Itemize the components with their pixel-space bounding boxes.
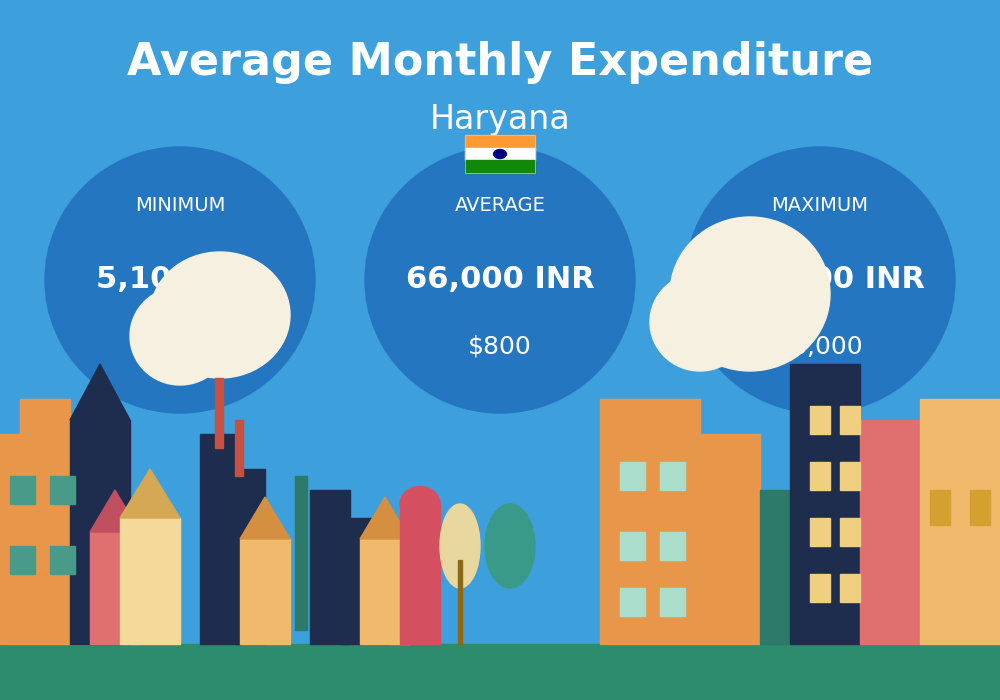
Bar bbox=[120, 518, 180, 644]
Text: MAXIMUM: MAXIMUM bbox=[772, 196, 868, 215]
Polygon shape bbox=[240, 497, 290, 539]
Bar bbox=[20, 399, 70, 434]
Bar bbox=[970, 490, 990, 525]
Text: 66,000 INR: 66,000 INR bbox=[406, 265, 594, 295]
Bar bbox=[360, 539, 410, 644]
Bar bbox=[660, 462, 685, 490]
Bar bbox=[810, 574, 830, 602]
Bar bbox=[465, 148, 535, 160]
Ellipse shape bbox=[400, 486, 440, 522]
Ellipse shape bbox=[45, 147, 315, 413]
Polygon shape bbox=[360, 497, 410, 539]
Text: 660,000 INR: 660,000 INR bbox=[715, 265, 925, 295]
Bar bbox=[70, 420, 130, 644]
Bar bbox=[620, 588, 645, 616]
Bar bbox=[400, 504, 440, 644]
Bar bbox=[920, 399, 1000, 644]
Bar bbox=[790, 364, 860, 644]
Ellipse shape bbox=[670, 217, 830, 371]
Bar bbox=[340, 518, 390, 644]
Text: 5,100 INR: 5,100 INR bbox=[96, 265, 264, 295]
Bar bbox=[235, 420, 243, 476]
Bar bbox=[235, 469, 265, 644]
Bar bbox=[660, 588, 685, 616]
Bar bbox=[700, 434, 760, 644]
Bar bbox=[50, 476, 75, 504]
Bar bbox=[660, 532, 685, 560]
Bar bbox=[840, 462, 860, 490]
Bar bbox=[90, 532, 140, 644]
Text: $8,000: $8,000 bbox=[776, 335, 864, 358]
Ellipse shape bbox=[440, 504, 480, 588]
Text: Average Monthly Expenditure: Average Monthly Expenditure bbox=[127, 41, 873, 85]
Bar bbox=[215, 378, 223, 448]
Ellipse shape bbox=[130, 287, 230, 385]
Bar bbox=[50, 546, 75, 574]
Bar bbox=[840, 574, 860, 602]
Bar bbox=[930, 490, 950, 525]
Ellipse shape bbox=[150, 252, 290, 378]
Bar bbox=[310, 490, 350, 644]
Bar bbox=[810, 406, 830, 434]
Bar bbox=[810, 462, 830, 490]
Polygon shape bbox=[90, 490, 140, 532]
Bar bbox=[200, 434, 240, 644]
Bar bbox=[458, 560, 462, 644]
Bar bbox=[620, 532, 645, 560]
Text: MINIMUM: MINIMUM bbox=[135, 196, 225, 215]
Bar bbox=[295, 476, 307, 630]
Text: $800: $800 bbox=[468, 335, 532, 358]
Bar bbox=[465, 134, 535, 174]
Bar bbox=[240, 539, 290, 644]
Bar bbox=[0, 644, 1000, 700]
Bar bbox=[465, 134, 535, 148]
Polygon shape bbox=[70, 364, 130, 420]
Bar bbox=[10, 546, 35, 574]
Polygon shape bbox=[120, 469, 180, 518]
Bar bbox=[10, 476, 35, 504]
Bar bbox=[860, 420, 920, 644]
Bar bbox=[0, 434, 90, 644]
Bar bbox=[840, 406, 860, 434]
Bar bbox=[465, 160, 535, 174]
Bar bbox=[760, 490, 790, 644]
Ellipse shape bbox=[685, 147, 955, 413]
Circle shape bbox=[494, 150, 506, 158]
Ellipse shape bbox=[365, 147, 635, 413]
Text: AVERAGE: AVERAGE bbox=[455, 196, 545, 215]
Text: $61: $61 bbox=[156, 335, 204, 358]
Bar bbox=[810, 518, 830, 546]
Bar bbox=[600, 399, 700, 644]
Ellipse shape bbox=[485, 504, 535, 588]
Ellipse shape bbox=[650, 273, 750, 371]
Bar bbox=[840, 518, 860, 546]
Bar bbox=[620, 462, 645, 490]
Text: Haryana: Haryana bbox=[430, 102, 570, 136]
